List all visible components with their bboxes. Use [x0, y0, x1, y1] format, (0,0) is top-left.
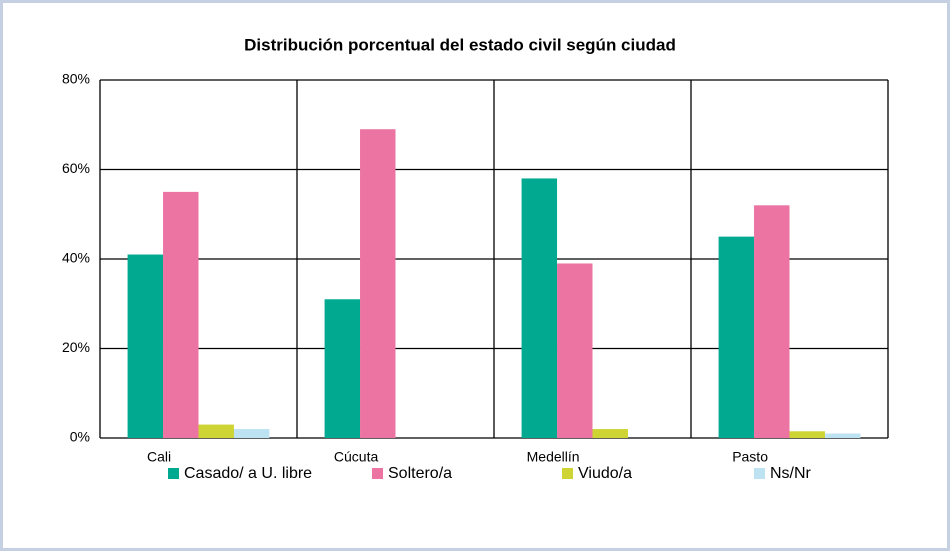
legend-label: Soltero/a: [388, 465, 452, 482]
bar: [127, 254, 164, 438]
legend-swatch: [562, 468, 573, 479]
bar: [718, 236, 755, 438]
legend-label: Casado/ a U. libre: [184, 465, 312, 482]
y-tick-label: 60%: [62, 160, 90, 176]
y-tick-label: 80%: [62, 71, 90, 87]
y-tick-label: 40%: [62, 250, 90, 266]
x-tick-label: Medellín: [527, 449, 580, 465]
bar: [789, 431, 825, 438]
y-tick-label: 20%: [62, 339, 90, 355]
bar: [233, 429, 270, 438]
bar: [754, 205, 790, 438]
bar: [360, 129, 396, 438]
y-tick-label: 0%: [70, 429, 90, 445]
legend-swatch: [372, 468, 383, 479]
chart-title: Distribución porcentual del estado civil…: [244, 35, 676, 54]
legend-swatch: [754, 468, 765, 479]
bar: [198, 424, 234, 438]
legend-label: Viudo/a: [578, 465, 632, 482]
legend-swatch: [168, 468, 179, 479]
bar: [163, 191, 199, 438]
bar: [557, 263, 593, 438]
x-tick-label: Pasto: [732, 449, 768, 465]
bar: [324, 299, 361, 438]
bar: [592, 429, 628, 438]
bar: [824, 433, 861, 438]
bar: [521, 178, 558, 438]
legend-label: Ns/Nr: [770, 465, 812, 482]
x-tick-label: Cúcuta: [334, 449, 379, 465]
x-tick-label: Cali: [147, 449, 171, 465]
